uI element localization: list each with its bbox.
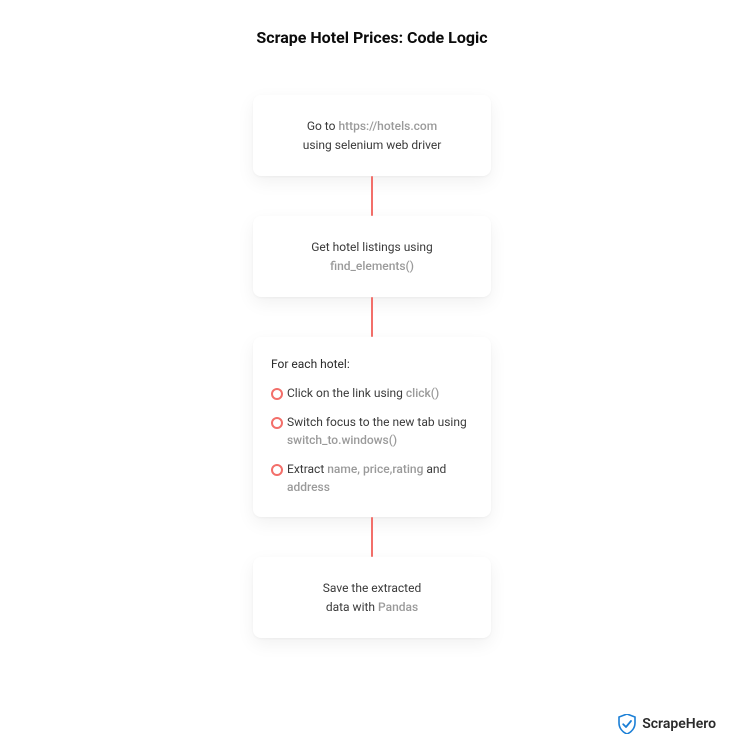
connector xyxy=(371,297,373,337)
muted-text: switch_to.windows() xyxy=(287,433,397,447)
connector xyxy=(371,176,373,216)
step-line: Save the extracted xyxy=(271,579,473,598)
muted-text: address xyxy=(287,480,330,494)
step-line: Get hotel listings using xyxy=(271,238,473,257)
step-line: find_elements() xyxy=(271,257,473,276)
text: data with xyxy=(326,600,378,614)
connector xyxy=(371,517,373,557)
flow-step-listings: Get hotel listings using find_elements() xyxy=(253,216,491,297)
bullet-item: Click on the link using click() xyxy=(271,384,473,403)
step-heading: For each hotel: xyxy=(271,355,473,374)
bullet-list: Click on the link using click() Switch f… xyxy=(271,384,473,497)
text: Click on the link using xyxy=(287,386,406,400)
muted-text: https://hotels.com xyxy=(338,119,437,133)
muted-text: name, price,rating xyxy=(327,462,423,476)
text: and xyxy=(423,462,446,476)
text: using selenium web driver xyxy=(303,138,442,152)
step-line: Go to https://hotels.com xyxy=(271,117,473,136)
flow-step-loop: For each hotel: Click on the link using … xyxy=(253,337,491,517)
flow-step-save: Save the extracted data with Pandas xyxy=(253,557,491,638)
page-title: Scrape Hotel Prices: Code Logic xyxy=(0,28,744,47)
step-line: data with Pandas xyxy=(271,598,473,617)
muted-text: find_elements() xyxy=(330,259,414,273)
brand-badge: ScrapeHero xyxy=(618,714,716,734)
step-line: using selenium web driver xyxy=(271,136,473,155)
bullet-item: Extract name, price,rating and address xyxy=(271,460,473,497)
muted-text: Pandas xyxy=(378,600,418,614)
muted-text: click() xyxy=(406,386,439,400)
text: Switch focus to the new tab using xyxy=(287,415,467,429)
flow-step-goto: Go to https://hotels.com using selenium … xyxy=(253,95,491,176)
bullet-item: Switch focus to the new tab using switch… xyxy=(271,413,473,450)
text: Get hotel listings using xyxy=(311,240,433,254)
shield-icon xyxy=(618,714,636,734)
text: Extract xyxy=(287,462,327,476)
brand-name: ScrapeHero xyxy=(642,716,716,732)
flowchart: Go to https://hotels.com using selenium … xyxy=(0,95,744,638)
text: Go to xyxy=(307,119,339,133)
text: Save the extracted xyxy=(323,581,421,595)
